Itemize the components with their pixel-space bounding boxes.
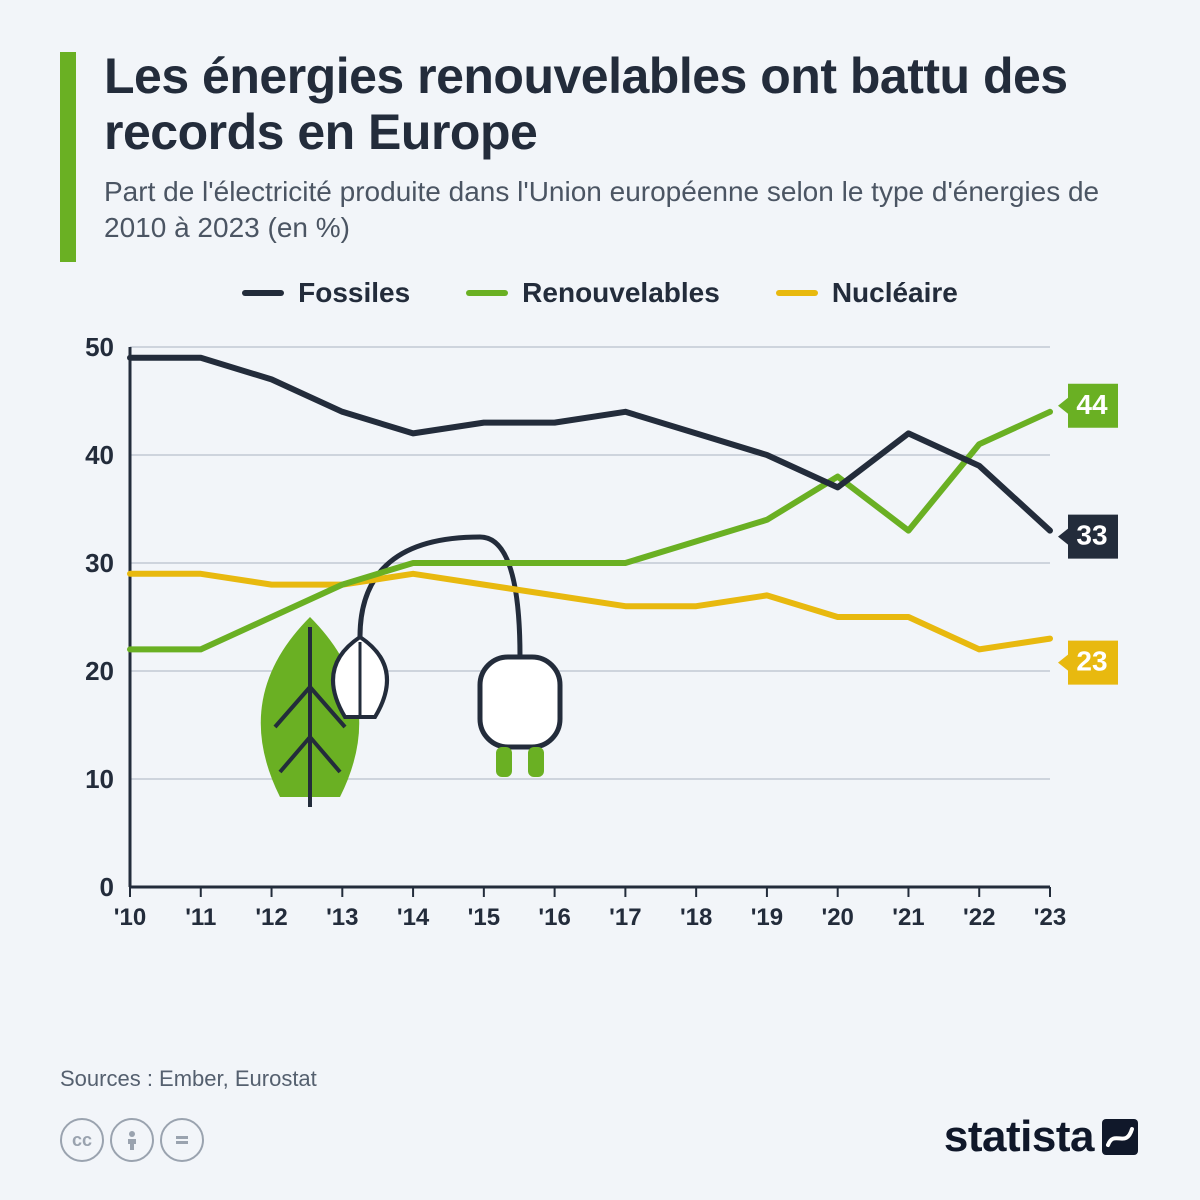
- svg-text:'13: '13: [326, 904, 358, 931]
- legend-item-renouvelables: Renouvelables: [466, 277, 720, 309]
- legend-swatch: [466, 290, 508, 296]
- svg-text:'17: '17: [609, 904, 641, 931]
- svg-text:'14: '14: [397, 904, 430, 931]
- footer-row: cc statista: [60, 1112, 1140, 1162]
- svg-text:'15: '15: [468, 904, 500, 931]
- svg-text:'21: '21: [892, 904, 924, 931]
- svg-text:'23: '23: [1034, 904, 1066, 931]
- accent-bar: [60, 52, 76, 262]
- svg-text:'11: '11: [185, 904, 216, 931]
- svg-text:33: 33: [1076, 519, 1107, 550]
- chart-svg: 0 10 20 30 40 50 '10 '11 '12 '13 '14 '15 '16 '17 '18 '1…: [60, 327, 1140, 947]
- brand-logo: statista: [944, 1112, 1140, 1162]
- svg-text:'22: '22: [963, 904, 995, 931]
- svg-text:'18: '18: [680, 904, 712, 931]
- brand-mark-icon: [1100, 1117, 1140, 1157]
- cc-icon: cc: [60, 1118, 104, 1162]
- svg-text:10: 10: [85, 764, 114, 794]
- svg-text:'12: '12: [255, 904, 287, 931]
- legend-label: Nucléaire: [832, 277, 958, 309]
- legend-swatch: [242, 290, 284, 296]
- brand-text: statista: [944, 1112, 1094, 1162]
- legend-label: Renouvelables: [522, 277, 720, 309]
- cc-license-icons: cc: [60, 1118, 204, 1162]
- line-chart: 0 10 20 30 40 50 '10 '11 '12 '13 '14 '15 '16 '17 '18 '1…: [60, 327, 1140, 952]
- svg-text:'20: '20: [821, 904, 853, 931]
- legend-item-nucleaire: Nucléaire: [776, 277, 958, 309]
- svg-text:23: 23: [1076, 645, 1107, 676]
- svg-text:50: 50: [85, 332, 114, 362]
- header: Les énergies renouvelables ont battu des…: [104, 48, 1140, 247]
- footer: Sources : Ember, Eurostat cc statista: [60, 1066, 1140, 1162]
- legend: Fossiles Renouvelables Nucléaire: [60, 277, 1140, 309]
- legend-swatch: [776, 290, 818, 296]
- svg-text:0: 0: [100, 872, 114, 902]
- svg-text:'10: '10: [114, 904, 146, 931]
- svg-text:20: 20: [85, 656, 114, 686]
- sources-text: Sources : Ember, Eurostat: [60, 1066, 1140, 1092]
- chart-title: Les énergies renouvelables ont battu des…: [104, 48, 1140, 160]
- cc-by-icon: [110, 1118, 154, 1162]
- svg-text:'16: '16: [538, 904, 570, 931]
- svg-text:30: 30: [85, 548, 114, 578]
- svg-text:44: 44: [1076, 389, 1108, 420]
- chart-subtitle: Part de l'électricité produite dans l'Un…: [104, 174, 1140, 247]
- svg-text:40: 40: [85, 440, 114, 470]
- legend-item-fossiles: Fossiles: [242, 277, 410, 309]
- cc-nd-icon: [160, 1118, 204, 1162]
- infographic-card: Les énergies renouvelables ont battu des…: [0, 0, 1200, 1200]
- svg-text:'19: '19: [751, 904, 783, 931]
- legend-label: Fossiles: [298, 277, 410, 309]
